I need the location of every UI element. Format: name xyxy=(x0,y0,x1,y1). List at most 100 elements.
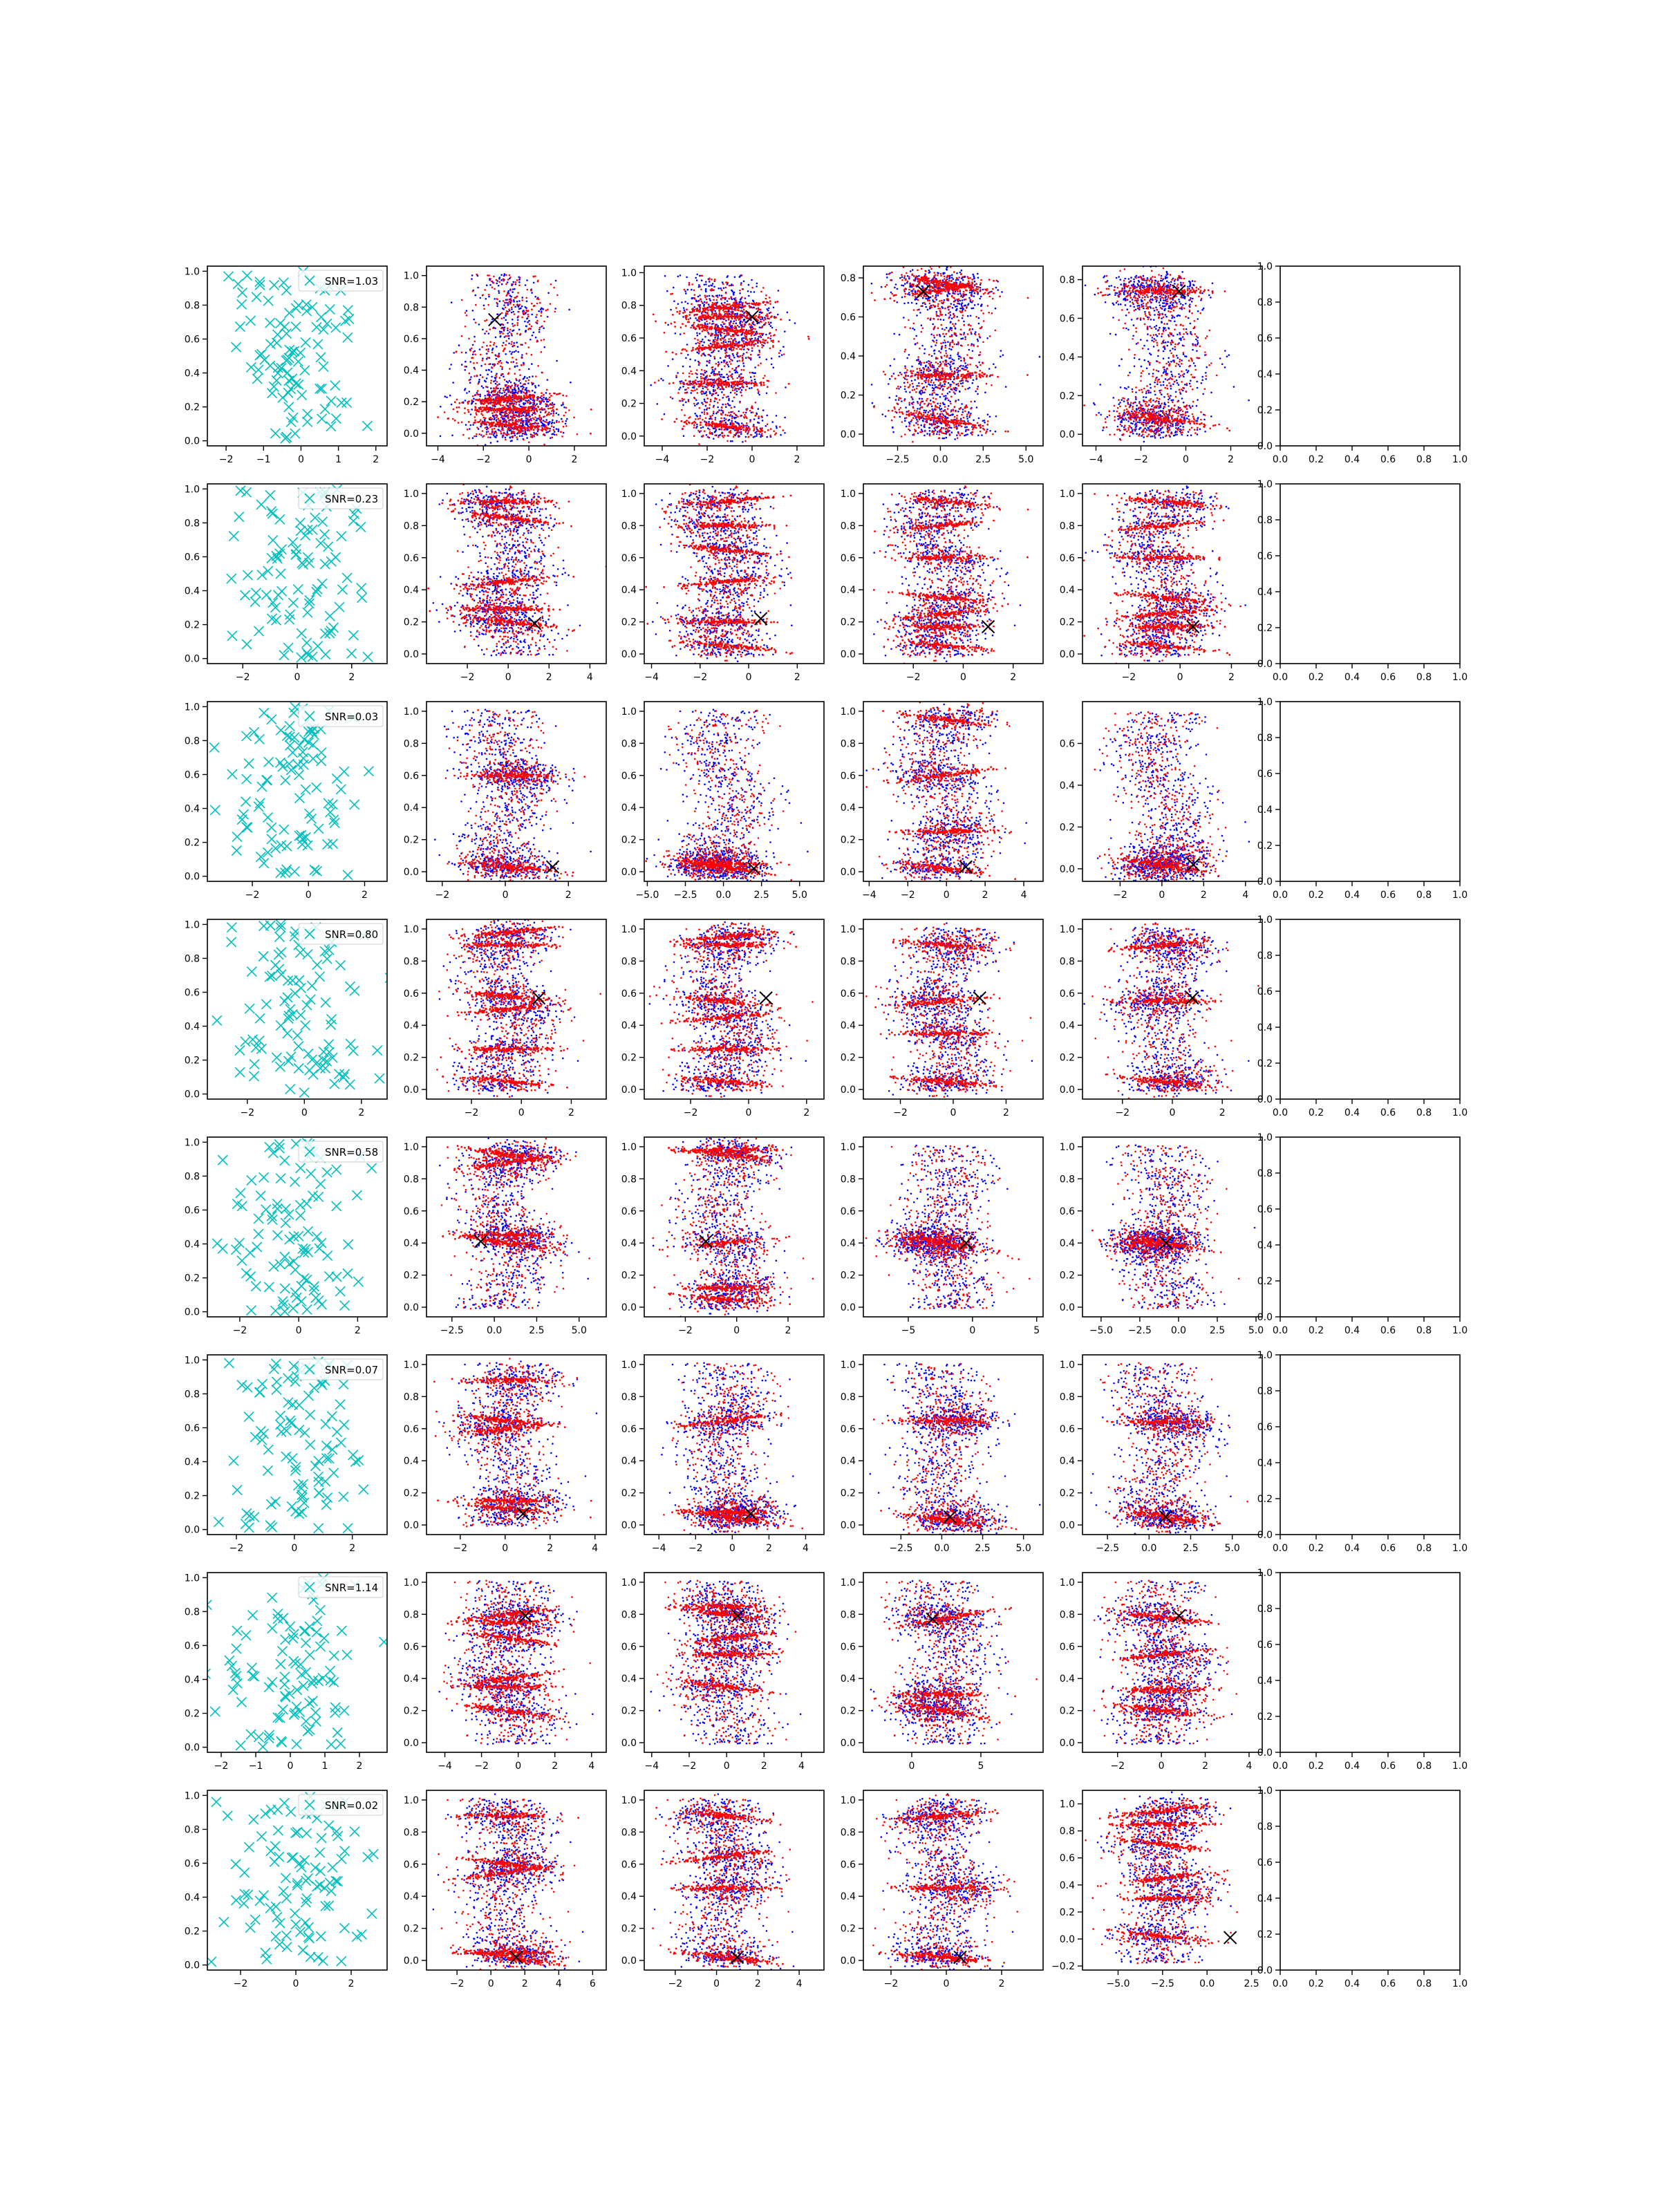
data-point xyxy=(728,398,730,400)
data-point xyxy=(910,290,912,292)
data-point xyxy=(456,350,458,353)
data-point xyxy=(731,375,733,377)
data-point xyxy=(970,315,972,317)
data-point xyxy=(718,395,720,397)
data-point xyxy=(520,344,522,346)
data-point xyxy=(871,384,873,386)
data-point xyxy=(468,379,470,382)
data-point xyxy=(682,373,684,375)
data-point xyxy=(702,315,704,317)
data-point xyxy=(487,431,489,433)
data-point xyxy=(523,391,525,393)
data-point xyxy=(735,367,738,369)
data-point xyxy=(741,369,743,371)
data-point xyxy=(733,417,735,419)
data-point xyxy=(744,414,746,416)
data-point xyxy=(485,381,487,383)
data-point xyxy=(672,397,674,400)
data-point xyxy=(723,384,725,386)
data-point xyxy=(526,310,528,312)
data-point xyxy=(549,397,551,399)
data-point xyxy=(553,429,555,431)
data-point xyxy=(758,314,760,316)
data-point xyxy=(765,294,767,297)
data-point xyxy=(906,426,908,428)
data-point xyxy=(512,427,514,429)
data-point xyxy=(758,415,760,418)
data-point xyxy=(776,427,778,429)
y-tick-label: 0.4 xyxy=(621,366,637,377)
data-point xyxy=(502,345,504,347)
data-point xyxy=(515,378,517,380)
data-point xyxy=(692,347,694,349)
data-point xyxy=(523,386,525,388)
data-point xyxy=(465,352,467,354)
data-point xyxy=(754,372,756,374)
data-point xyxy=(525,411,527,413)
data-point xyxy=(729,361,731,363)
data-point xyxy=(482,436,484,438)
data-point xyxy=(527,420,529,422)
data-point xyxy=(721,429,723,431)
data-point xyxy=(758,418,760,420)
data-point xyxy=(541,312,543,314)
data-point xyxy=(711,327,713,329)
data-point xyxy=(501,407,503,409)
data-point xyxy=(735,393,738,395)
data-point xyxy=(476,427,478,429)
data-point xyxy=(714,280,716,282)
data-point xyxy=(494,394,496,396)
data-point xyxy=(667,365,669,367)
data-point xyxy=(682,323,684,325)
data-point xyxy=(924,391,926,393)
data-point xyxy=(768,321,770,324)
data-point xyxy=(980,296,982,298)
data-point xyxy=(712,341,714,343)
data-point xyxy=(935,424,937,426)
data-point xyxy=(700,289,702,291)
data-point xyxy=(532,412,534,414)
data-point xyxy=(522,388,524,390)
data-point xyxy=(507,362,509,364)
data-point xyxy=(731,350,733,352)
data-point xyxy=(708,285,710,287)
data-point xyxy=(742,359,744,361)
data-point xyxy=(693,424,695,427)
data-point xyxy=(706,397,709,400)
data-point xyxy=(728,319,730,321)
data-point xyxy=(713,413,715,415)
data-point xyxy=(491,286,494,288)
data-point xyxy=(705,281,707,283)
data-point xyxy=(688,381,691,383)
data-point xyxy=(760,332,762,335)
data-point xyxy=(710,355,712,357)
data-point xyxy=(776,415,778,417)
data-point xyxy=(489,424,491,426)
data-point xyxy=(732,340,734,342)
data-point xyxy=(730,392,732,394)
data-point xyxy=(728,412,730,414)
data-point xyxy=(731,382,733,384)
data-point xyxy=(939,361,941,363)
data-point xyxy=(730,321,732,323)
data-point xyxy=(504,326,506,328)
data-point xyxy=(953,278,955,280)
data-point xyxy=(534,296,536,298)
data-point xyxy=(733,357,735,359)
data-point xyxy=(550,283,552,285)
data-point xyxy=(532,375,534,377)
data-point xyxy=(754,328,756,330)
data-point xyxy=(464,366,466,368)
data-point xyxy=(754,324,756,326)
data-point xyxy=(673,300,675,302)
data-point xyxy=(535,420,537,422)
data-point xyxy=(508,343,510,345)
data-point xyxy=(507,400,509,402)
data-point xyxy=(713,299,715,301)
data-point xyxy=(487,348,489,350)
data-point xyxy=(493,276,495,278)
data-point xyxy=(731,411,733,413)
data-point xyxy=(700,424,702,426)
data-point xyxy=(794,322,796,324)
data-point xyxy=(508,372,510,374)
